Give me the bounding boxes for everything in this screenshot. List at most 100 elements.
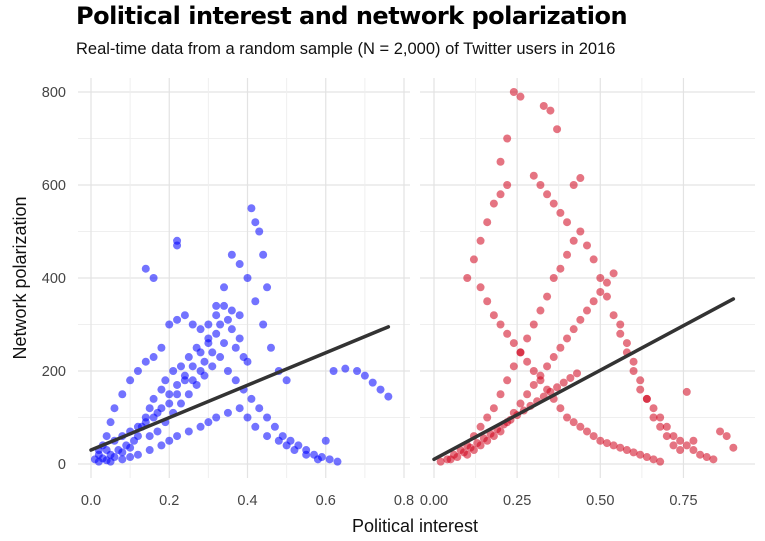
data-point <box>270 422 279 431</box>
data-point <box>173 390 182 399</box>
data-point <box>333 457 342 466</box>
data-point <box>529 171 538 180</box>
data-point <box>656 422 665 431</box>
data-point <box>157 385 166 394</box>
data-point <box>616 320 625 329</box>
data-point <box>636 385 645 394</box>
data-point <box>576 422 585 431</box>
data-point <box>149 394 158 403</box>
data-point <box>384 392 393 401</box>
data-point <box>676 436 685 445</box>
data-point <box>629 367 638 375</box>
data-point <box>529 367 538 375</box>
data-point <box>553 125 562 134</box>
data-point <box>118 455 127 464</box>
data-point <box>110 404 119 413</box>
data-point <box>184 427 193 436</box>
data-point <box>102 446 111 455</box>
data-point <box>536 181 545 189</box>
data-point <box>118 448 127 457</box>
data-point <box>656 413 665 422</box>
data-point <box>489 311 498 320</box>
data-point <box>102 432 111 441</box>
data-point <box>662 422 671 431</box>
data-point <box>569 325 578 334</box>
data-point <box>251 422 260 431</box>
data-point <box>529 320 538 329</box>
data-point <box>176 399 185 408</box>
data-point <box>133 367 142 375</box>
data-point <box>235 404 244 413</box>
data-point <box>503 181 512 189</box>
data-point <box>516 348 525 357</box>
y-tick-label: 200 <box>42 364 66 380</box>
data-point <box>216 353 225 362</box>
data-point <box>556 343 565 352</box>
y-tick-label: 0 <box>58 457 66 473</box>
data-point <box>180 376 189 385</box>
y-axis-label: Network polarization <box>10 196 30 359</box>
data-point <box>126 453 135 462</box>
data-point <box>180 311 189 320</box>
data-point <box>543 292 552 301</box>
y-axis: 0 200 400 600 800 <box>42 85 66 473</box>
data-point <box>536 306 545 315</box>
data-point <box>479 434 488 443</box>
data-point <box>516 92 525 101</box>
data-point <box>682 387 691 396</box>
data-point <box>589 432 598 441</box>
data-point <box>223 408 232 417</box>
data-point <box>636 376 645 385</box>
data-point <box>133 450 142 459</box>
data-point <box>294 441 303 450</box>
data-point <box>509 362 518 371</box>
data-point <box>169 367 178 375</box>
data-point <box>243 357 252 366</box>
data-point <box>149 274 158 282</box>
data-point <box>596 274 605 282</box>
data-point <box>118 390 127 399</box>
data-point <box>702 453 711 462</box>
data-point <box>689 446 698 455</box>
data-point <box>559 378 568 387</box>
data-point <box>649 455 658 464</box>
data-point <box>546 106 555 115</box>
data-point <box>509 339 518 348</box>
data-point <box>255 404 264 413</box>
x-tick-label: 0.8 <box>394 493 414 509</box>
data-point <box>656 457 665 466</box>
x-axis-label: Political interest <box>352 516 478 536</box>
data-point <box>321 436 330 445</box>
data-point <box>212 311 221 320</box>
data-point <box>263 283 272 292</box>
data-point <box>556 404 565 413</box>
data-point <box>235 260 244 269</box>
data-point <box>302 446 311 455</box>
data-point <box>235 334 244 343</box>
data-point <box>247 394 256 403</box>
data-point <box>329 367 338 375</box>
data-point <box>149 353 158 362</box>
data-point <box>165 320 174 329</box>
data-point <box>489 199 498 208</box>
x-tick-label: 0.6 <box>316 493 336 509</box>
data-point <box>173 241 182 250</box>
data-point <box>589 297 598 306</box>
data-point <box>106 418 115 427</box>
data-point <box>553 383 562 392</box>
data-point <box>173 315 182 324</box>
data-point <box>716 427 725 436</box>
data-point <box>609 441 618 450</box>
data-point <box>231 343 240 352</box>
data-point <box>325 455 334 464</box>
data-point <box>263 413 272 422</box>
data-point <box>353 367 362 375</box>
data-point <box>523 334 532 343</box>
data-point <box>473 439 482 448</box>
data-point <box>563 218 572 227</box>
data-point <box>145 404 154 413</box>
data-point <box>642 394 651 403</box>
data-point <box>278 432 287 441</box>
trend-line <box>89 325 391 452</box>
